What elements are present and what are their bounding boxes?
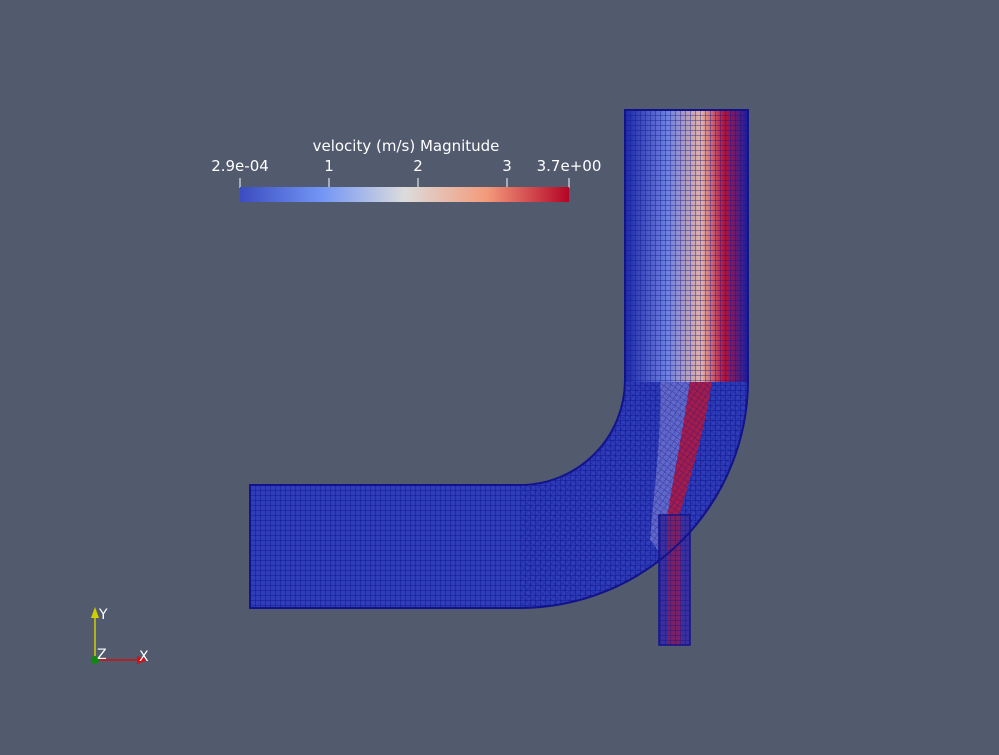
color-legend[interactable]: velocity (m/s) Magnitude 2.9e-04 1 2 3 3… bbox=[211, 137, 601, 202]
x-axis-label: X bbox=[139, 649, 149, 665]
y-axis-arrow-icon bbox=[91, 607, 99, 618]
colorbar-gradient bbox=[240, 187, 569, 202]
elbow-mesh-overlay bbox=[520, 380, 748, 608]
colorbar-title: velocity (m/s) Magnitude bbox=[313, 137, 500, 155]
x-axis-arrow-icon bbox=[137, 656, 148, 664]
colorbar-tick-label: 3 bbox=[502, 157, 512, 175]
pipe-outline bbox=[249, 109, 749, 609]
colorbar-tick-label: 3.7e+00 bbox=[537, 157, 602, 175]
outlet-leg-mesh bbox=[625, 110, 748, 382]
colorbar-tick-label: 2.9e-04 bbox=[211, 157, 269, 175]
colorbar-tick-label: 1 bbox=[324, 157, 334, 175]
z-axis-label: Z bbox=[97, 647, 107, 663]
branch-pipe-mesh bbox=[659, 515, 690, 645]
inlet-leg bbox=[250, 485, 520, 608]
colorbar-tick-label: 2 bbox=[413, 157, 423, 175]
pipe-mesh[interactable] bbox=[249, 109, 749, 646]
branch-outline bbox=[658, 514, 691, 646]
z-axis-dot-icon bbox=[91, 656, 99, 664]
orientation-axes[interactable]: Y Z X bbox=[91, 607, 149, 665]
y-axis-label: Y bbox=[98, 607, 108, 623]
